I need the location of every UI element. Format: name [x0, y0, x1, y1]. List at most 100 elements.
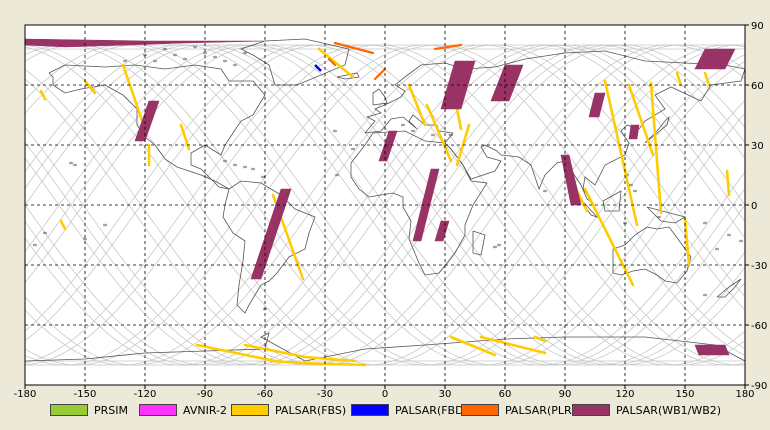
- swath-palsar-wb: [560, 154, 582, 206]
- legend-label: PALSAR(FBS): [275, 403, 347, 417]
- x-tick-label: 90: [559, 389, 572, 400]
- x-axis: -180 -150 -120 -90 -60 -30 0 30 60 90 12…: [14, 389, 755, 400]
- swath-palsar-fbs: [269, 359, 367, 367]
- swath-palsar-fbs: [725, 169, 731, 197]
- swath-palsar-plr: [327, 57, 337, 67]
- y-tick-label: 30: [751, 141, 764, 152]
- legend-swatch-palsar-fbs: [231, 404, 269, 416]
- x-tick-label: 180: [735, 389, 754, 400]
- coastline: [646, 206, 687, 224]
- y-tick-label: -30: [751, 261, 767, 272]
- coastline: [350, 130, 488, 276]
- swath-palsar-fbs: [583, 187, 635, 287]
- swath-palsar-plr: [373, 67, 387, 81]
- legend-label: PRSIM: [94, 403, 128, 417]
- island: [739, 239, 743, 243]
- island: [103, 223, 107, 227]
- x-tick-label: -180: [14, 389, 37, 400]
- swath-palsar-fbs: [627, 83, 655, 157]
- swath-palsar-fbs: [675, 71, 683, 87]
- island: [223, 159, 227, 163]
- legend-item-avnir2: AVNIR-2: [139, 402, 227, 418]
- swath-palsar-wb: [694, 48, 736, 70]
- grid-layer: [24, 24, 749, 389]
- coastline: [602, 190, 622, 212]
- island: [213, 55, 217, 59]
- swath-palsar-wb: [434, 220, 450, 242]
- x-tick-label: -30: [317, 389, 333, 400]
- legend-label: PALSAR(PLR): [505, 403, 576, 417]
- island: [83, 237, 87, 241]
- legend-swatch-prsim: [50, 404, 88, 416]
- swath-palsar-wb: [412, 168, 440, 242]
- swath-palsar-fbs: [703, 71, 711, 87]
- swath-palsar-wb: [628, 124, 640, 140]
- island: [715, 247, 719, 251]
- island: [629, 183, 633, 187]
- swath-palsar-wb: [694, 344, 730, 356]
- swath-palsar-plr: [433, 43, 463, 51]
- y-tick-label: -60: [751, 321, 767, 332]
- swath-palsar-wb: [250, 188, 292, 280]
- island: [223, 59, 227, 63]
- island: [401, 123, 405, 127]
- island: [497, 243, 501, 247]
- island: [43, 231, 47, 235]
- island: [193, 45, 197, 49]
- swath-palsar-fbd: [314, 64, 322, 72]
- legend-swatch-palsar-wb: [572, 404, 610, 416]
- x-tick-label: -60: [257, 389, 273, 400]
- swath-palsar-fbs: [603, 79, 639, 227]
- legend-item-palsar-wb: PALSAR(WB1/WB2): [572, 402, 721, 418]
- island: [261, 175, 265, 179]
- swath-palsar-fbs: [533, 335, 547, 343]
- y-tick-label: 60: [751, 81, 764, 92]
- y-axis-right: 90 60 30 0 -30 -60 -90: [751, 21, 767, 392]
- swath-palsar-fbs: [683, 217, 691, 267]
- island: [333, 129, 337, 133]
- island: [73, 163, 77, 167]
- island: [633, 189, 637, 193]
- legend-swatch-palsar-fbd: [351, 404, 389, 416]
- island: [657, 215, 661, 219]
- island: [33, 243, 37, 247]
- island: [203, 51, 207, 55]
- swath-palsar-fbs: [649, 81, 663, 215]
- island: [335, 173, 339, 177]
- legend: PRSIM AVNIR-2 PALSAR(FBS) PALSAR(FBD) PA…: [50, 402, 770, 420]
- coastline: [472, 230, 486, 256]
- island: [251, 167, 255, 171]
- legend-item-prsim: PRSIM: [50, 402, 128, 418]
- swath-palsar-fbs: [59, 219, 67, 231]
- legend-swatch-palsar-plr: [461, 404, 499, 416]
- island: [431, 133, 435, 137]
- swath-palsar-plr: [333, 41, 375, 55]
- legend-label: PALSAR(WB1/WB2): [616, 403, 722, 417]
- swath-palsar-fbs: [479, 335, 547, 355]
- legend-item-palsar-fbd: PALSAR(FBD): [351, 402, 468, 418]
- swath-palsar-fbs: [195, 343, 277, 363]
- island: [233, 163, 237, 167]
- island: [123, 59, 127, 63]
- y-tick-label: 90: [751, 21, 764, 32]
- island: [243, 51, 247, 55]
- swath-palsar-fbs: [83, 79, 97, 95]
- island: [727, 233, 731, 237]
- swath-palsar-fbs: [317, 47, 355, 79]
- y-tick-label: -90: [751, 381, 767, 392]
- swath-palsar-fbs: [425, 103, 453, 163]
- island: [411, 129, 415, 133]
- island: [233, 63, 237, 67]
- island: [173, 53, 177, 57]
- swath-palsar-fbs: [39, 89, 47, 101]
- legend-label: AVNIR-2: [183, 403, 227, 417]
- swath-palsar-wb: [588, 92, 606, 118]
- coastline: [222, 180, 316, 314]
- island: [183, 57, 187, 61]
- swath-palsar-fbs: [407, 83, 427, 127]
- legend-item-palsar-plr: PALSAR(PLR): [461, 402, 576, 418]
- island: [449, 133, 453, 137]
- x-tick-label: 30: [439, 389, 452, 400]
- plot-frame: [24, 24, 746, 386]
